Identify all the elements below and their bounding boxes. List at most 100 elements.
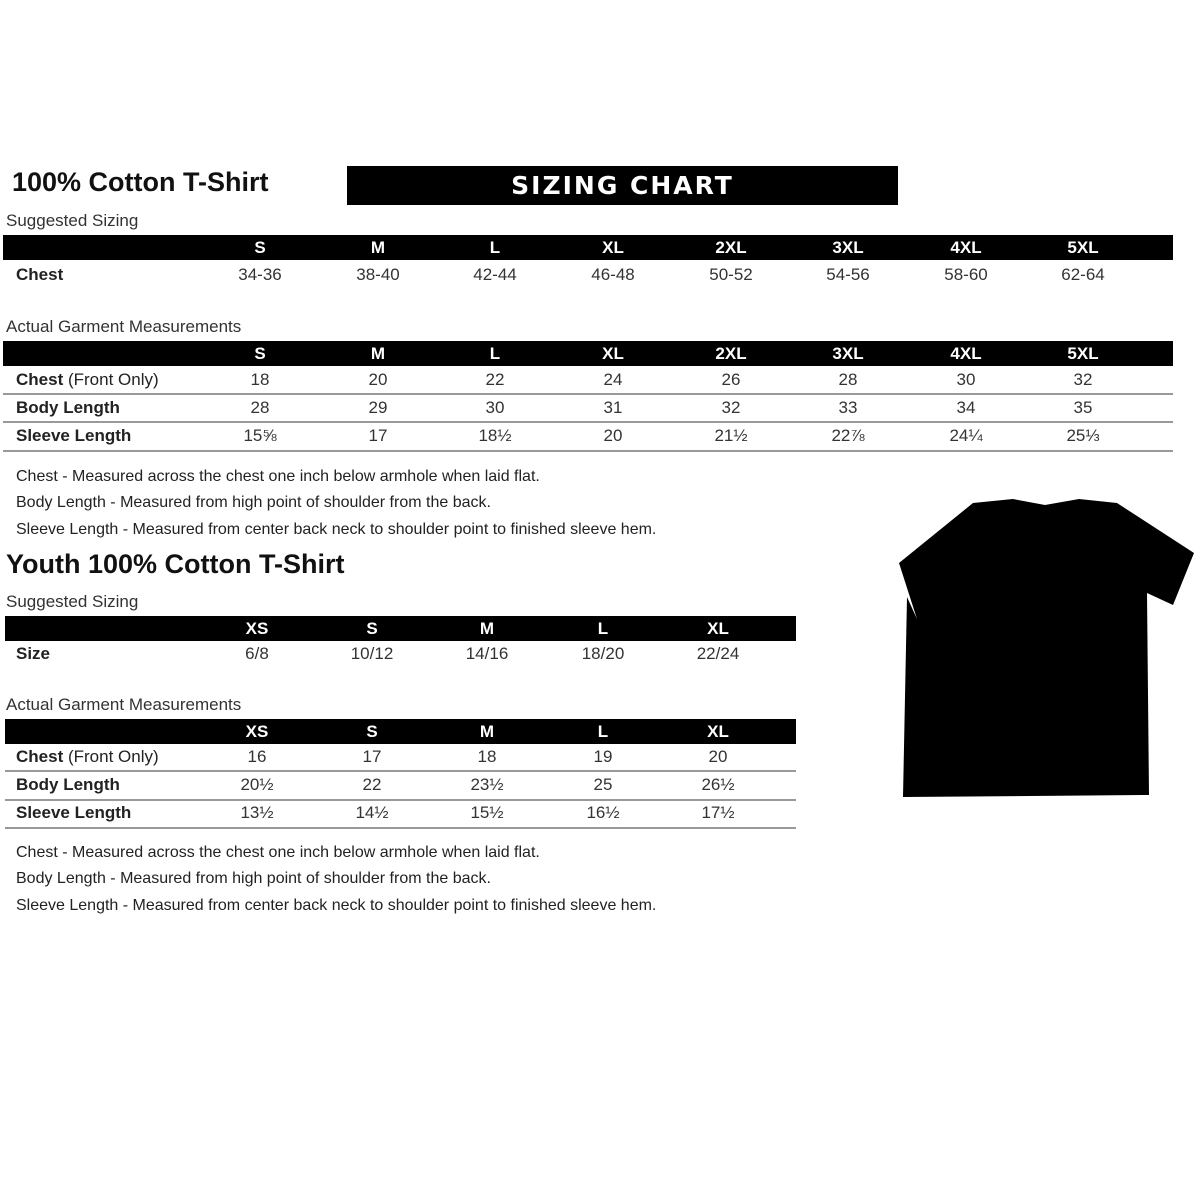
youth-actual-cell: 16 — [247, 747, 267, 766]
row-divider — [5, 799, 796, 801]
adult-actual-cell: 28 — [250, 398, 270, 417]
youth-suggested-label: Suggested Sizing — [6, 592, 139, 611]
size-header-xl: XL — [707, 722, 729, 741]
youth-actual-cell: 23½ — [470, 775, 504, 794]
youth-actual-cell: 22 — [362, 775, 382, 794]
row-divider — [5, 770, 796, 772]
row-label-text: Chest — [16, 265, 64, 284]
size-header-m: M — [479, 619, 495, 638]
size-header-4xl: 4XL — [950, 344, 982, 363]
row-label-text: Chest — [16, 370, 64, 389]
size-header-s: S — [254, 344, 266, 363]
adult-actual-cell: 30 — [485, 398, 505, 417]
size-header-2xl: 2XL — [715, 238, 747, 257]
size-header-m: M — [370, 344, 386, 363]
youth-actual-cell: 16½ — [586, 803, 620, 822]
adult-title: 100% Cotton T-Shirt — [12, 167, 269, 197]
youth-actual-cell: 15½ — [470, 803, 504, 822]
row-label-extra: (Front Only) — [63, 370, 159, 389]
size-header-xl: XL — [602, 344, 624, 363]
youth-actual-cell: 14½ — [355, 803, 389, 822]
size-header-m: M — [370, 238, 386, 257]
adult-suggested-row-label: Chest — [16, 265, 63, 285]
row-label-text: Body Length — [16, 775, 120, 794]
adult-actual-cell: 20 — [368, 370, 388, 389]
size-header-l: L — [489, 238, 501, 257]
adult-suggested-cell: 54-56 — [826, 265, 870, 284]
youth-actual-row-label: Body Length — [16, 775, 120, 795]
size-header-xl: XL — [602, 238, 624, 257]
youth-suggested-cell: 10/12 — [350, 644, 394, 663]
size-header-4xl: 4XL — [950, 238, 982, 257]
sizing-chart-banner: SIZING CHART — [347, 166, 898, 205]
adult-actual-cell: 35 — [1073, 398, 1093, 417]
adult-actual-row-label: Chest (Front Only) — [16, 370, 159, 390]
adult-actual-cell: 15⅝ — [243, 426, 277, 445]
adult-actual-cell: 22 — [485, 370, 505, 389]
youth-note: Chest - Measured across the chest one in… — [16, 844, 540, 861]
black-tshirt-image — [899, 499, 1194, 797]
youth-suggested-header: XS S M L XL — [5, 616, 796, 641]
size-header-xs: XS — [245, 619, 269, 638]
adult-actual-cell: 33 — [838, 398, 858, 417]
adult-note: Sleeve Length - Measured from center bac… — [16, 521, 657, 538]
adult-suggested-header: S M L XL 2XL 3XL 4XL 5XL — [3, 235, 1173, 260]
youth-suggested-cell: 14/16 — [465, 644, 509, 663]
size-header-l: L — [597, 619, 609, 638]
adult-actual-cell: 31 — [603, 398, 623, 417]
adult-actual-cell: 29 — [368, 398, 388, 417]
row-label-extra: (Front Only) — [63, 747, 159, 766]
row-divider — [3, 421, 1173, 423]
row-label-text: Size — [16, 644, 51, 663]
adult-actual-cell: 17 — [368, 426, 388, 445]
adult-suggested-cell: 34-36 — [238, 265, 282, 284]
adult-actual-cell: 25⅓ — [1066, 426, 1100, 445]
youth-actual-cell: 19 — [593, 747, 613, 766]
adult-actual-cell: 18 — [250, 370, 270, 389]
size-header-5xl: 5XL — [1067, 344, 1099, 363]
youth-note: Sleeve Length - Measured from center bac… — [16, 897, 657, 914]
size-header-s: S — [366, 722, 378, 741]
youth-actual-cell: 18 — [477, 747, 497, 766]
adult-actual-label: Actual Garment Measurements — [6, 317, 242, 336]
size-header-s: S — [366, 619, 378, 638]
youth-suggested-cell: 18/20 — [581, 644, 625, 663]
youth-actual-cell: 17 — [362, 747, 382, 766]
youth-actual-cell: 20½ — [240, 775, 274, 794]
youth-actual-cell: 17½ — [701, 803, 735, 822]
size-header-xl: XL — [707, 619, 729, 638]
youth-actual-cell: 26½ — [701, 775, 735, 794]
adult-suggested-cell: 38-40 — [356, 265, 400, 284]
adult-actual-row-label: Sleeve Length — [16, 426, 131, 446]
adult-note: Chest - Measured across the chest one in… — [16, 468, 540, 485]
size-header-s: S — [254, 238, 266, 257]
adult-actual-cell: 18½ — [478, 426, 512, 445]
adult-actual-cell: 22⅞ — [831, 426, 865, 445]
youth-actual-row-label: Sleeve Length — [16, 803, 131, 823]
size-header-2xl: 2XL — [715, 344, 747, 363]
youth-suggested-cell: 22/24 — [696, 644, 740, 663]
size-header-l: L — [597, 722, 609, 741]
adult-suggested-cell: 46-48 — [591, 265, 635, 284]
size-header-m: M — [479, 722, 495, 741]
youth-title: Youth 100% Cotton T-Shirt — [6, 549, 345, 579]
youth-note: Body Length - Measured from high point o… — [16, 870, 491, 887]
youth-actual-header: XS S M L XL — [5, 719, 796, 744]
adult-actual-header: S M L XL 2XL 3XL 4XL 5XL — [3, 341, 1173, 366]
adult-actual-cell: 26 — [721, 370, 741, 389]
youth-suggested-cell: 6/8 — [245, 644, 269, 663]
row-label-text: Sleeve Length — [16, 803, 132, 822]
size-header-3xl: 3XL — [832, 238, 864, 257]
youth-actual-row-label: Chest (Front Only) — [16, 747, 159, 767]
adult-actual-cell: 32 — [1073, 370, 1093, 389]
row-divider — [3, 450, 1173, 452]
adult-suggested-cell: 58-60 — [944, 265, 988, 284]
size-header-5xl: 5XL — [1067, 238, 1099, 257]
youth-actual-label: Actual Garment Measurements — [6, 695, 242, 714]
adult-actual-row-label: Body Length — [16, 398, 120, 418]
row-label-text: Sleeve Length — [16, 426, 132, 445]
row-label-text: Chest — [16, 747, 64, 766]
adult-actual-cell: 34 — [956, 398, 976, 417]
youth-actual-cell: 25 — [593, 775, 613, 794]
